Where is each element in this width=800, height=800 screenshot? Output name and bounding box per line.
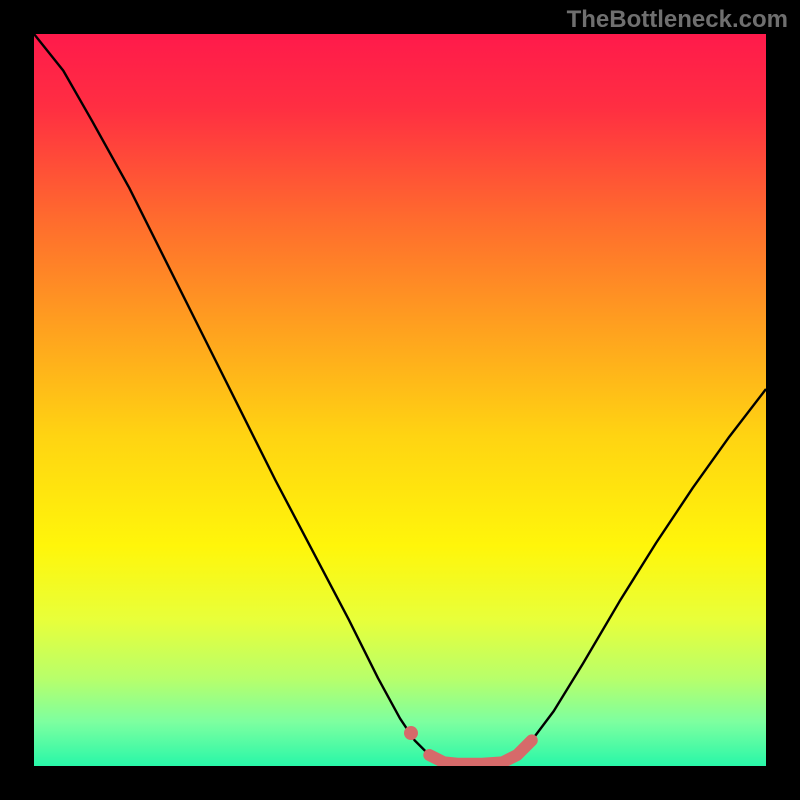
highlight-dot (404, 726, 418, 740)
gradient-background (34, 34, 766, 766)
watermark-text: TheBottleneck.com (567, 6, 788, 34)
plot-area (34, 34, 766, 766)
plot-svg (34, 34, 766, 766)
